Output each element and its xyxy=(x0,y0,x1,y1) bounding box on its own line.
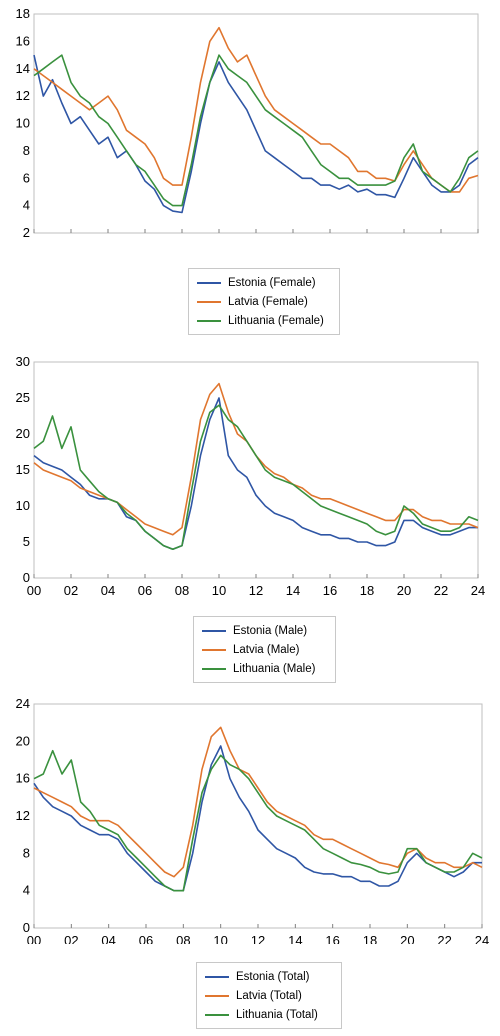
y-tick-label: 8 xyxy=(23,845,30,860)
legend-swatch-latvia xyxy=(205,994,229,997)
plot-frame xyxy=(33,361,479,579)
x-tick-label: 00 xyxy=(27,583,41,598)
plot-frame xyxy=(33,13,479,234)
x-tick-label: 22 xyxy=(434,583,448,598)
legend-label: Latvia (Male) xyxy=(233,643,300,656)
x-tick-label: 02 xyxy=(64,933,78,944)
legend-item: Latvia (Total) xyxy=(205,986,333,1005)
legend-label: Estonia (Female) xyxy=(228,276,316,289)
x-tick-label: 18 xyxy=(360,583,374,598)
x-tick-label: 16 xyxy=(325,933,339,944)
y-tick-label: 12 xyxy=(16,88,30,103)
legend-male: Estonia (Male) Latvia (Male) Lithuania (… xyxy=(193,616,336,683)
legend-label: Lithuania (Male) xyxy=(233,662,316,675)
legend-label: Estonia (Total) xyxy=(236,970,310,983)
y-tick-label: 15 xyxy=(16,462,30,477)
legend-item: Lithuania (Total) xyxy=(205,1005,333,1024)
legend-item: Lithuania (Male) xyxy=(202,659,327,678)
legend-swatch-latvia xyxy=(202,648,226,651)
series-line-estonia xyxy=(33,745,482,892)
y-tick-label: 24 xyxy=(16,696,30,711)
plot-frame xyxy=(33,703,483,929)
x-tick-label: 12 xyxy=(249,583,263,598)
y-tick-label: 20 xyxy=(16,733,30,748)
x-tick-label: 14 xyxy=(288,933,302,944)
legend-swatch-lithuania xyxy=(205,1013,229,1016)
y-tick-label: 2 xyxy=(23,225,30,238)
x-tick-label: 24 xyxy=(471,583,485,598)
y-tick-label: 20 xyxy=(16,426,30,441)
legend-label: Lithuania (Female) xyxy=(228,314,324,327)
y-tick-label: 10 xyxy=(16,116,30,131)
series-line-lithuania xyxy=(33,54,479,207)
x-tick-label: 00 xyxy=(27,933,41,944)
x-tick-label: 22 xyxy=(437,933,451,944)
legend-total: Estonia (Total) Latvia (Total) Lithuania… xyxy=(196,962,342,1029)
x-tick-label: 10 xyxy=(212,583,226,598)
legend-swatch-estonia xyxy=(202,629,226,632)
legend-item: Latvia (Female) xyxy=(197,292,331,311)
legend-item: Latvia (Male) xyxy=(202,640,327,659)
y-tick-label: 4 xyxy=(23,883,30,898)
series-line-estonia xyxy=(33,397,478,550)
series-line-estonia xyxy=(33,54,479,214)
legend-item: Estonia (Total) xyxy=(205,967,333,986)
x-tick-label: 20 xyxy=(397,583,411,598)
y-tick-label: 0 xyxy=(23,920,30,935)
chart-female: 2468101214161800020406081012141618202224 xyxy=(16,6,479,238)
series-line-lithuania xyxy=(33,749,483,892)
series-line-lithuania xyxy=(33,404,479,550)
y-tick-label: 16 xyxy=(16,33,30,48)
legend-swatch-lithuania xyxy=(197,319,221,322)
legend-swatch-estonia xyxy=(205,975,229,978)
legend-item: Lithuania (Female) xyxy=(197,311,331,330)
x-tick-label: 04 xyxy=(101,933,115,944)
y-tick-label: 5 xyxy=(23,534,30,549)
y-tick-label: 8 xyxy=(23,143,30,158)
x-tick-label: 06 xyxy=(139,933,153,944)
legend-swatch-latvia xyxy=(197,300,221,303)
y-tick-label: 10 xyxy=(16,498,30,513)
legend-item: Estonia (Male) xyxy=(202,621,327,640)
x-tick-label: 18 xyxy=(363,933,377,944)
x-tick-label: 16 xyxy=(323,583,337,598)
legend-label: Estonia (Male) xyxy=(233,624,308,637)
x-tick-label: 14 xyxy=(286,583,300,598)
x-tick-label: 08 xyxy=(175,583,189,598)
series-line-latvia xyxy=(33,26,479,193)
legend-female: Estonia (Female) Latvia (Female) Lithuan… xyxy=(188,268,340,335)
y-tick-label: 0 xyxy=(23,570,30,585)
y-tick-label: 30 xyxy=(16,354,30,369)
chart-male: 0 5 10 15 20 25 30 00 02 04 06 08 10 12 14 16 18 20 22 24 xyxy=(16,354,486,598)
y-tick-label: 4 xyxy=(23,198,30,213)
x-tick-label: 24 xyxy=(475,933,489,944)
legend-label: Lithuania (Total) xyxy=(236,1008,318,1021)
y-tick-label: 12 xyxy=(16,808,30,823)
x-tick-label: 20 xyxy=(400,933,414,944)
legend-swatch-estonia xyxy=(197,281,221,284)
x-tick-label: 04 xyxy=(101,583,115,598)
y-tick-label: 25 xyxy=(16,390,30,405)
x-tick-label: 02 xyxy=(64,583,78,598)
y-tick-label: 18 xyxy=(16,6,30,21)
legend-item: Estonia (Female) xyxy=(197,273,331,292)
y-tick-label: 14 xyxy=(16,61,30,76)
series-line-latvia xyxy=(33,726,483,878)
legend-label: Latvia (Female) xyxy=(228,295,308,308)
x-tick-label: 10 xyxy=(213,933,227,944)
legend-label: Latvia (Total) xyxy=(236,989,302,1002)
y-tick-label: 6 xyxy=(23,170,30,185)
x-tick-label: 06 xyxy=(138,583,152,598)
x-tick-label: 08 xyxy=(176,933,190,944)
x-tick-label: 12 xyxy=(251,933,265,944)
legend-swatch-lithuania xyxy=(202,667,226,670)
y-tick-label: 16 xyxy=(16,771,30,786)
